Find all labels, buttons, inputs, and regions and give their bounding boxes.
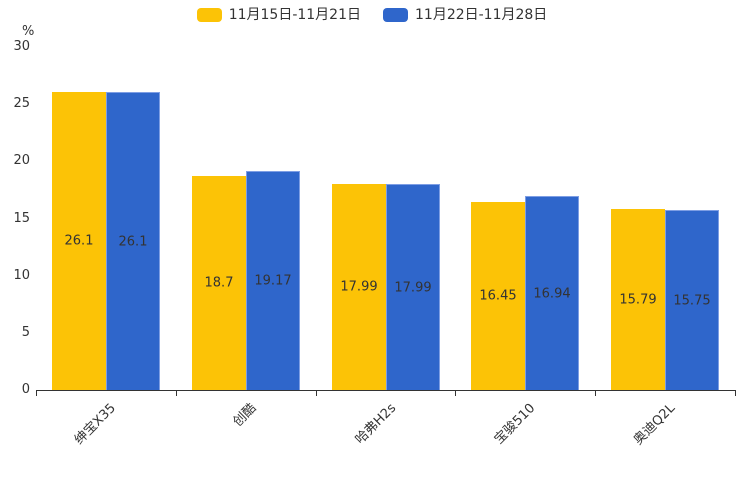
x-axis-tick	[176, 391, 177, 396]
x-axis-tick	[595, 391, 596, 396]
legend-label-week1: 11月15日-11月21日	[228, 7, 361, 23]
bar-value-label: 16.94	[533, 286, 571, 301]
y-tick-label: 20	[13, 153, 30, 169]
bar-week1-2[interactable]: 17.99	[332, 184, 386, 390]
plot-area: 26.1 26.1 18.7 19.17 17.99 17.99 16.45 16.94 15.…	[36, 47, 735, 390]
bar-week1-0[interactable]: 26.1	[52, 92, 106, 390]
bar-value-label: 17.99	[394, 280, 432, 295]
bar-week2-1[interactable]: 19.17	[246, 171, 300, 390]
y-axis-unit-label: %	[22, 24, 35, 39]
x-axis-tick	[455, 391, 456, 396]
x-axis-tick	[36, 391, 37, 396]
bar-week2-0[interactable]: 26.1	[106, 92, 160, 390]
y-tick-label: 25	[13, 96, 30, 112]
bar-value-label: 15.79	[619, 292, 657, 307]
bar-week1-4[interactable]: 15.79	[611, 209, 665, 390]
legend-swatch-blue-icon	[383, 8, 408, 22]
x-axis-tick	[735, 391, 736, 396]
y-tick-label: 30	[13, 39, 30, 54]
legend-label-week2: 11月22日-11月28日	[415, 7, 548, 23]
bar-week2-2[interactable]: 17.99	[386, 184, 440, 390]
bar-week2-3[interactable]: 16.94	[525, 196, 579, 390]
x-category-label-4: 奥迪Q2L	[631, 400, 679, 449]
y-tick-label: 0	[21, 382, 30, 397]
bar-value-label: 19.17	[254, 273, 292, 289]
bar-value-label: 17.99	[340, 279, 378, 295]
x-axis-line	[36, 390, 736, 391]
bar-value-label: 26.1	[118, 234, 148, 249]
x-category-label-2: 哈弗H2s	[352, 400, 399, 448]
x-category-label-1: 创酷	[230, 400, 260, 430]
y-tick-label: 5	[21, 324, 30, 340]
bar-value-label: 26.1	[64, 233, 94, 249]
x-category-label-3: 宝骏510	[492, 400, 539, 448]
legend-swatch-yellow-icon	[196, 8, 222, 22]
x-category-label-0: 绅宝X35	[72, 400, 120, 448]
y-tick-label: 15	[13, 210, 30, 226]
legend-item-week2[interactable]: 11月22日-11月28日	[383, 8, 547, 22]
y-tick-label: 10	[13, 267, 30, 283]
bar-week1-1[interactable]: 18.7	[192, 176, 246, 390]
bar-value-label: 15.75	[673, 293, 711, 308]
bar-value-label: 16.45	[479, 288, 517, 304]
bar-week2-4[interactable]: 15.75	[665, 210, 719, 390]
bar-week1-3[interactable]: 16.45	[471, 202, 525, 390]
x-axis-tick	[316, 391, 317, 396]
legend-item-week1[interactable]: 11月15日-11月21日	[196, 7, 361, 23]
bar-value-label: 18.7	[204, 275, 234, 291]
chart-legend: 11月15日-11月21日 11月22日-11月28日	[0, 8, 744, 22]
